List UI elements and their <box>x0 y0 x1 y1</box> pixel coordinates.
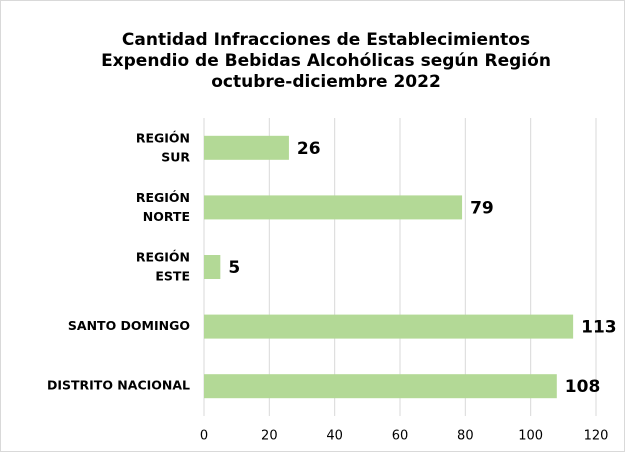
bar <box>204 314 574 339</box>
value-label: 113 <box>581 318 617 338</box>
bar <box>204 374 557 399</box>
value-label: 26 <box>297 139 321 159</box>
y-tick-label: REGIÓN NORTE <box>136 189 190 223</box>
bar <box>204 195 463 220</box>
bar <box>204 135 289 160</box>
chart-title: Cantidad Infracciones de Establecimiento… <box>101 30 551 92</box>
y-tick-label: REGIÓN ESTE <box>136 249 190 283</box>
x-tick-label: 100 <box>518 429 543 444</box>
x-tick-label: 80 <box>457 429 474 444</box>
y-tick-label: SANTO DOMINGO <box>68 318 190 333</box>
value-label: 108 <box>565 377 601 397</box>
x-tick-label: 0 <box>200 429 208 444</box>
y-tick-label: DISTRITO NACIONAL <box>47 378 190 393</box>
value-label: 79 <box>470 198 494 218</box>
x-tick-label: 20 <box>261 429 278 444</box>
value-label: 5 <box>228 258 240 278</box>
bar <box>204 255 221 279</box>
x-tick-label: 120 <box>584 429 609 444</box>
x-tick-label: 60 <box>392 429 409 444</box>
x-tick-label: 40 <box>326 429 343 444</box>
y-tick-label: REGIÓN SUR <box>136 130 191 164</box>
